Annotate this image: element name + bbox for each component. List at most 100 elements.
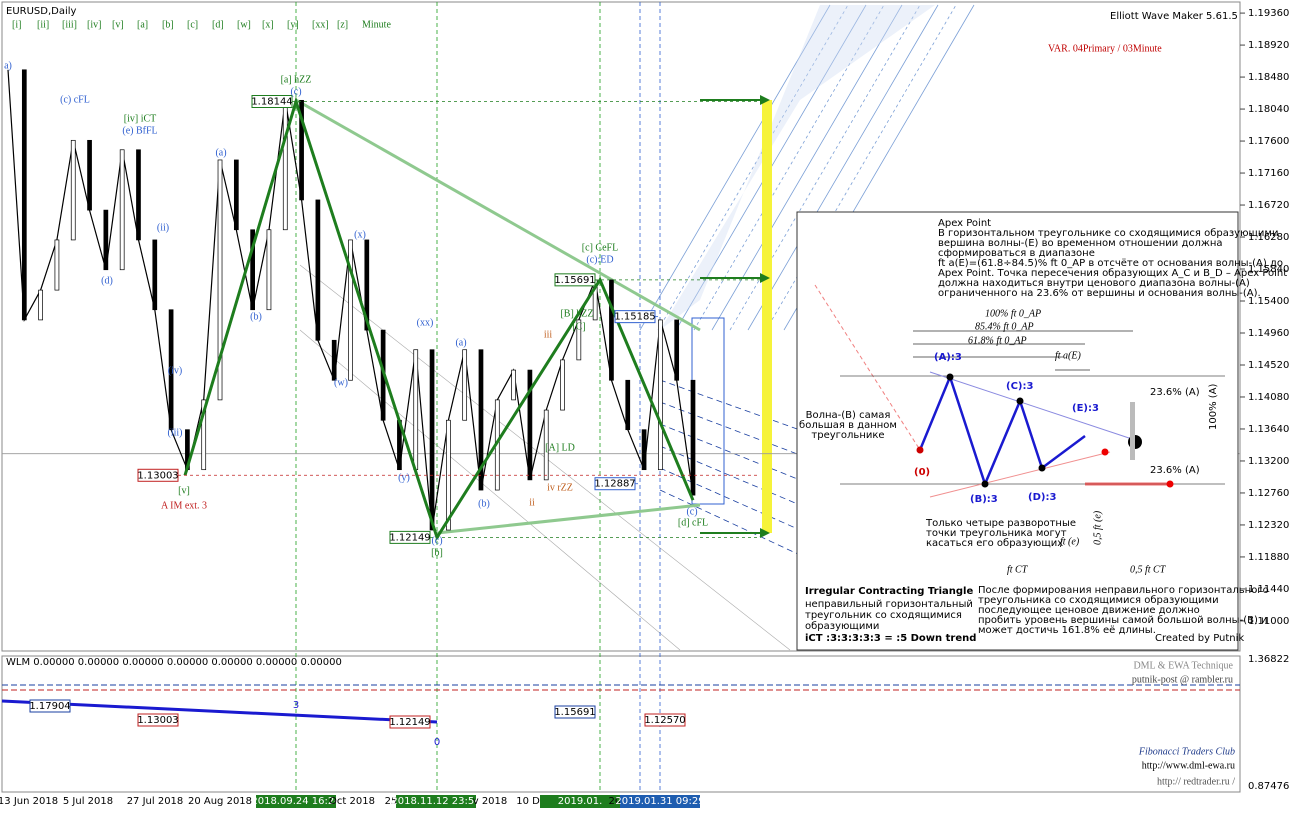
wave-label: (iv) bbox=[168, 365, 182, 376]
x-tick-label: 2018.09.24 16:24 bbox=[251, 796, 340, 807]
wave-label: (w) bbox=[334, 377, 348, 388]
price-box-label: 1.15185 bbox=[614, 312, 655, 323]
time-label-bg bbox=[540, 795, 620, 808]
toolbar-button[interactable]: [ii] bbox=[37, 19, 49, 30]
toolbar-button[interactable]: [z] bbox=[337, 19, 348, 30]
triangle-upper bbox=[295, 98, 701, 332]
credit-text: Fibonacci Traders Club bbox=[1138, 746, 1235, 757]
wave-point: (D):3 bbox=[1028, 492, 1056, 503]
after-note: последующее ценовое движение должно bbox=[978, 605, 1200, 616]
toolbar-button[interactable]: [b] bbox=[162, 19, 174, 30]
inset-formula: iCT :3:3:3:3:3 = :5 Down trend bbox=[805, 633, 976, 644]
y-tick-label: 1.16720 bbox=[1248, 200, 1289, 211]
toolbar-button[interactable]: [iii] bbox=[62, 19, 77, 30]
candle bbox=[576, 319, 582, 361]
toolbar-button[interactable]: [v] bbox=[112, 19, 124, 30]
y-tick-label: 1.19360 bbox=[1248, 8, 1289, 19]
candle bbox=[543, 409, 549, 481]
apex-text: вершина волны-(E) во временном отношении… bbox=[938, 238, 1223, 249]
wave-label: (xx) bbox=[417, 317, 434, 328]
candle bbox=[462, 349, 468, 421]
y-tick-label: 1.18920 bbox=[1248, 40, 1289, 51]
credit-text: DML & EWA Technique bbox=[1133, 660, 1233, 671]
toolbar-button[interactable]: [y] bbox=[287, 19, 299, 30]
candle bbox=[674, 319, 680, 381]
x-tick-label: 2019.01.31 09:29 bbox=[615, 796, 704, 807]
sub-box bbox=[554, 705, 596, 719]
apex-text: сформироваться в диапазоне bbox=[938, 248, 1095, 259]
candle bbox=[266, 229, 272, 311]
fib-channel-line bbox=[711, 4, 903, 331]
x-tick-label: 2018.11.12 23:54 bbox=[391, 796, 480, 807]
toolbar-button[interactable]: [a] bbox=[137, 19, 148, 30]
toolbar-button[interactable]: [c] bbox=[187, 19, 198, 30]
toolbar-button[interactable]: Minute bbox=[362, 19, 391, 30]
projection-line bbox=[659, 379, 801, 431]
candle bbox=[21, 69, 27, 321]
toolbar-button[interactable]: [xx] bbox=[312, 19, 329, 30]
x-tick-label: 201 bbox=[608, 796, 627, 807]
wave-label: (c) bbox=[290, 86, 301, 97]
sub-trend bbox=[1, 699, 438, 724]
candle bbox=[54, 239, 60, 291]
projection-line bbox=[659, 401, 801, 456]
y-tick-label: 1.13640 bbox=[1248, 424, 1289, 435]
inset-subtitle: треугольник со сходящимися bbox=[805, 610, 962, 621]
after-note: треугольника со сходящимися образующими bbox=[978, 595, 1219, 606]
toolbar-button[interactable]: [w] bbox=[237, 19, 251, 30]
candle bbox=[217, 159, 223, 401]
y-tick-label: 1.12760 bbox=[1248, 488, 1289, 499]
toolbar-button[interactable]: [d] bbox=[212, 19, 224, 30]
wave-label: a) bbox=[4, 60, 12, 71]
sub-box bbox=[137, 713, 179, 727]
candle bbox=[690, 379, 696, 496]
sub-box-label: 1.17904 bbox=[29, 701, 70, 712]
apex-text: должна находиться внутри ценового диапаз… bbox=[938, 278, 1250, 289]
time-label: ft CT bbox=[1007, 564, 1029, 575]
candle bbox=[103, 209, 109, 271]
toolbar-button[interactable]: [iv] bbox=[87, 19, 101, 30]
y-tick-label: 1.12320 bbox=[1248, 520, 1289, 531]
wave-label: [B] hZZ bbox=[560, 308, 593, 319]
toolbar-button[interactable]: [x] bbox=[262, 19, 274, 30]
fib-line-red bbox=[814, 284, 921, 451]
price-box-label: 1.12149 bbox=[389, 532, 430, 543]
candle bbox=[364, 239, 370, 331]
y-tick-label: 1.14960 bbox=[1248, 328, 1289, 339]
y-tick-label: 1.14520 bbox=[1248, 360, 1289, 371]
time-label: 0,5 ft (e) bbox=[1092, 510, 1103, 545]
price-box bbox=[614, 310, 656, 324]
inset-point bbox=[1166, 480, 1174, 488]
fib-channel-line bbox=[747, 4, 939, 331]
candle bbox=[136, 149, 141, 241]
price-box bbox=[554, 273, 596, 287]
after-note: После формирования неправильного горизон… bbox=[978, 585, 1269, 596]
wave-label: (c) bbox=[686, 506, 697, 517]
variant: VAR. 04Primary / 03Minute bbox=[1048, 43, 1162, 54]
candle bbox=[152, 239, 158, 311]
candle bbox=[233, 159, 239, 231]
sub-axis-label: 0.87476 bbox=[1248, 781, 1289, 792]
wave-label: [iv] iCT bbox=[124, 113, 157, 124]
y-tick-label: 1.11440 bbox=[1248, 584, 1289, 595]
y-tick-label: 1.15840 bbox=[1248, 264, 1289, 275]
side-a bbox=[929, 371, 1136, 441]
wave-label: (c):ED bbox=[586, 254, 613, 265]
inset-point bbox=[916, 446, 924, 454]
candle bbox=[70, 139, 76, 241]
wave-point: (B):3 bbox=[970, 494, 998, 505]
fib-label: ft a(E) bbox=[1055, 350, 1081, 361]
time-label-bg bbox=[256, 795, 336, 808]
price-box-label: 1.13003 bbox=[137, 470, 178, 481]
wave-label: (ii) bbox=[157, 222, 169, 233]
y-tick-label: 1.16280 bbox=[1248, 232, 1289, 243]
channel-line bbox=[299, 329, 681, 651]
toolbar-button[interactable]: [i] bbox=[12, 19, 21, 30]
side-b bbox=[929, 451, 1111, 498]
candle bbox=[658, 319, 663, 471]
inset-subtitle: неправильный горизонтальный bbox=[805, 599, 973, 610]
after-note: пробить уровень вершины самой большой во… bbox=[978, 615, 1268, 626]
wave-label: (a) bbox=[215, 147, 226, 158]
candle bbox=[478, 349, 484, 491]
